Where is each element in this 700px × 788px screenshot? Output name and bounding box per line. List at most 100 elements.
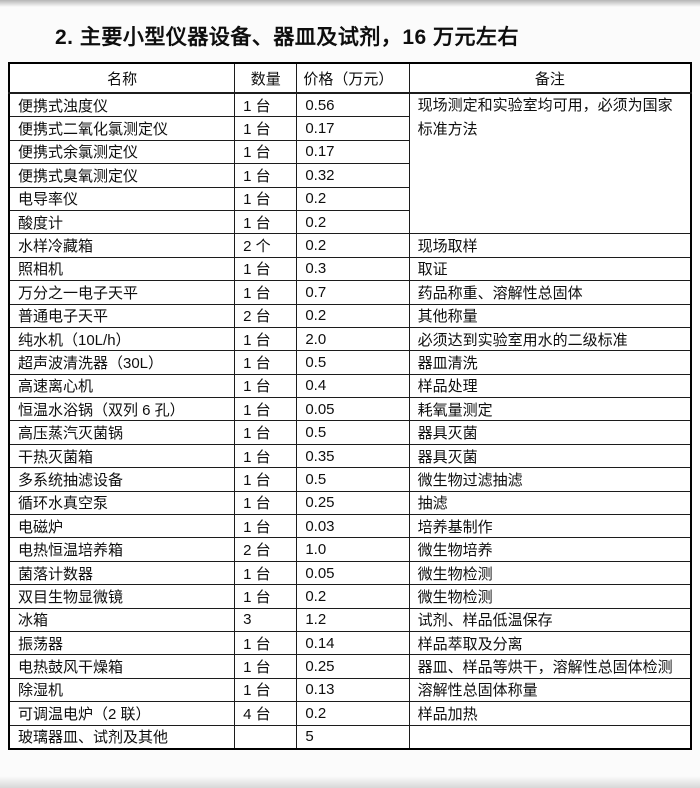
cell-name: 高速离心机 xyxy=(8,373,236,399)
cell-quantity: 1 台 xyxy=(234,256,298,282)
cell-price: 0.56 xyxy=(296,92,410,118)
cell-remark: 微生物检测 xyxy=(408,560,692,586)
table-row: 循环水真空泵 1 台 0.25 抽滤 xyxy=(8,490,692,516)
cell-remark: 微生物培养 xyxy=(408,537,692,562)
cell-quantity: 1 台 xyxy=(234,350,298,375)
table-row: 电热鼓风干燥箱 1 台 0.25 器皿、样品等烘干，溶解性总固体检测 xyxy=(8,654,692,679)
cell-quantity: 1 台 xyxy=(234,397,298,422)
table-row: 电磁炉 1 台 0.03 培养基制作 xyxy=(8,514,692,539)
cell-quantity: 1 台 xyxy=(234,630,298,656)
table-row: 干热灭菌箱 1 台 0.35 器具灭菌 xyxy=(8,443,692,469)
cell-price: 0.25 xyxy=(296,654,410,679)
cell-name: 干热灭菌箱 xyxy=(8,443,236,469)
table-row: 菌落计数器 1 台 0.05 微生物检测 xyxy=(8,560,692,586)
cell-remark: 微生物检测 xyxy=(408,584,692,609)
cell-name: 超声波清洗器（30L） xyxy=(8,350,236,375)
cell-remark-merged: 现场测定和实验室均可用，必须为国家标准方法 xyxy=(408,92,692,235)
header-row: 名称 数量 价格（万元） 备注 xyxy=(8,62,692,94)
cell-price: 0.35 xyxy=(296,443,410,469)
table-row: 万分之一电子天平 1 台 0.7 药品称重、溶解性总固体 xyxy=(8,280,692,305)
table-row: 可调温电炉（2 联） 4 台 0.2 样品加热 xyxy=(8,701,692,726)
col-header-name: 名称 xyxy=(8,62,236,94)
cell-remark: 样品萃取及分离 xyxy=(408,630,692,656)
cell-name: 酸度计 xyxy=(8,209,236,235)
cell-quantity: 3 xyxy=(234,607,298,632)
cell-quantity: 1 台 xyxy=(234,163,298,188)
cell-quantity: 1 台 xyxy=(234,560,298,586)
cell-quantity: 1 台 xyxy=(234,467,298,492)
table-row: 振荡器 1 台 0.14 样品萃取及分离 xyxy=(8,630,692,656)
table-row: 便携式余氯测定仪 1 台 0.17 xyxy=(8,139,691,165)
cell-name: 照相机 xyxy=(8,256,236,282)
equipment-table: 名称 数量 价格（万元） 备注 便携式浊度仪 1 台 0.56 现场测定和实验室均可用… xyxy=(8,62,692,750)
cell-quantity: 1 台 xyxy=(234,209,298,235)
cell-name: 纯水机（10L/h） xyxy=(8,326,236,352)
cell-price: 0.7 xyxy=(296,280,410,305)
cell-price: 0.3 xyxy=(296,256,410,282)
cell-quantity: 1 台 xyxy=(234,139,298,165)
cell-price: 0.4 xyxy=(296,373,410,399)
cell-price: 0.17 xyxy=(296,116,410,141)
cell-price: 0.5 xyxy=(296,350,410,375)
cell-quantity: 1 台 xyxy=(234,420,298,445)
table-row: 便携式浊度仪 1 台 0.56 现场测定和实验室均可用，必须为国家标准方法 xyxy=(8,92,692,235)
cell-quantity: 4 台 xyxy=(234,701,298,726)
cell-name: 恒温水浴锅（双列 6 孔） xyxy=(8,397,236,422)
col-header-quantity: 数量 xyxy=(234,62,298,94)
cell-price: 0.05 xyxy=(296,560,410,586)
cell-name: 便携式臭氧测定仪 xyxy=(8,163,236,188)
cell-name: 循环水真空泵 xyxy=(8,490,236,516)
cell-quantity: 1 台 xyxy=(234,514,298,539)
cell-price: 0.05 xyxy=(296,397,410,422)
table-row: 除湿机 1 台 0.13 溶解性总固体称量 xyxy=(8,677,692,703)
cell-remark: 样品加热 xyxy=(408,701,692,726)
cell-price: 2.0 xyxy=(296,326,410,352)
cell-name: 振荡器 xyxy=(8,630,236,656)
cell-name: 高压蒸汽灭菌锅 xyxy=(8,420,236,445)
cell-price: 5 xyxy=(296,724,410,750)
table-row: 照相机 1 台 0.3 取证 xyxy=(8,256,692,282)
cell-name: 便携式二氧化氯测定仪 xyxy=(8,116,236,141)
cell-quantity: 1 台 xyxy=(234,490,298,516)
cell-remark: 器具灭菌 xyxy=(408,443,692,469)
table-row: 纯水机（10L/h） 1 台 2.0 必须达到实验室用水的二级标准 xyxy=(8,326,692,352)
cell-name: 电热恒温培养箱 xyxy=(8,537,236,562)
cell-quantity: 1 台 xyxy=(234,443,298,469)
col-header-remark: 备注 xyxy=(408,62,692,94)
cell-quantity: 2 个 xyxy=(234,233,298,258)
cell-name: 万分之一电子天平 xyxy=(8,280,236,305)
cell-name: 冰箱 xyxy=(8,607,236,632)
table-row: 普通电子天平 2 台 0.2 其他称量 xyxy=(8,303,692,328)
cell-quantity xyxy=(234,724,298,750)
table-row: 电导率仪 1 台 0.2 xyxy=(8,186,691,211)
table-row: 超声波清洗器（30L） 1 台 0.5 器皿清洗 xyxy=(8,350,692,375)
cell-quantity: 1 台 xyxy=(234,186,298,211)
cell-price: 1.2 xyxy=(296,607,410,632)
table-row: 酸度计 1 台 0.2 xyxy=(8,209,691,235)
cell-name: 水样冷藏箱 xyxy=(8,233,236,258)
cell-remark: 必须达到实验室用水的二级标准 xyxy=(408,326,692,352)
cell-remark: 微生物过滤抽滤 xyxy=(408,467,692,492)
cell-price: 0.2 xyxy=(296,303,410,328)
cell-quantity: 1 台 xyxy=(234,326,298,352)
table-row: 玻璃器皿、试剂及其他 5 xyxy=(8,724,692,750)
cell-name: 多系统抽滤设备 xyxy=(8,467,236,492)
cell-remark: 样品处理 xyxy=(408,373,692,399)
cell-price: 0.13 xyxy=(296,677,410,703)
cell-name: 便携式余氯测定仪 xyxy=(8,139,236,165)
cell-name: 双目生物显微镜 xyxy=(8,584,236,609)
cell-name: 菌落计数器 xyxy=(8,560,236,586)
cell-name: 便携式浊度仪 xyxy=(8,92,236,118)
cell-name: 电磁炉 xyxy=(8,514,236,539)
cell-remark: 器皿清洗 xyxy=(408,350,692,375)
col-header-price: 价格（万元） xyxy=(296,62,410,94)
table-row: 便携式臭氧测定仪 1 台 0.32 xyxy=(8,163,691,188)
cell-remark: 药品称重、溶解性总固体 xyxy=(408,280,692,305)
cell-remark: 抽滤 xyxy=(408,490,692,516)
cell-price: 0.25 xyxy=(296,490,410,516)
cell-price: 0.32 xyxy=(296,163,410,188)
cell-remark: 耗氧量测定 xyxy=(408,397,692,422)
page-title: 2. 主要小型仪器设备、器皿及试剂，16 万元左右 xyxy=(55,26,520,49)
cell-quantity: 1 台 xyxy=(234,92,298,118)
cell-price: 0.2 xyxy=(296,186,410,211)
